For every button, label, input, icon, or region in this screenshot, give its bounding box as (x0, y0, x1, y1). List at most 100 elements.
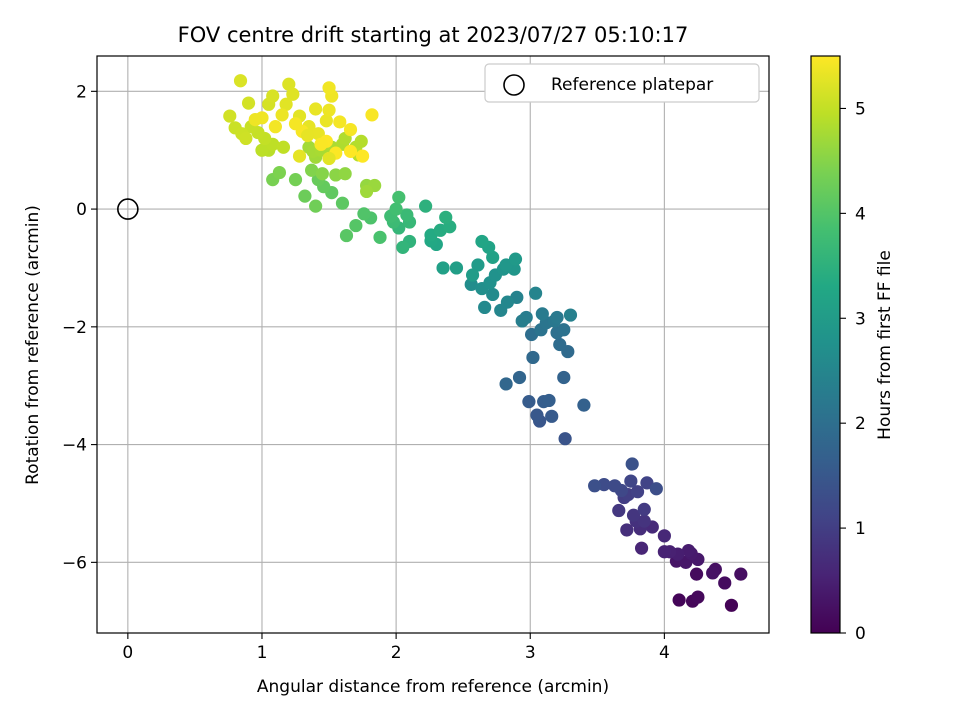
colorbar: 0 1 2 3 4 5 Hours from first FF file (810, 55, 895, 644)
grid (97, 56, 769, 633)
colorbar-tick-label: 2 (855, 414, 866, 434)
data-point (266, 89, 280, 103)
data-point (286, 87, 300, 101)
colorbar-gradient (810, 55, 841, 634)
data-point (339, 228, 354, 243)
data-point (396, 240, 410, 254)
data-point (486, 287, 500, 302)
data-point (248, 112, 262, 127)
data-point (640, 476, 654, 490)
data-point (620, 523, 634, 537)
x-tick-label: 1 (257, 643, 268, 663)
data-point (373, 230, 387, 244)
colorbar-label: Hours from first FF file (875, 250, 895, 440)
data-point (545, 409, 559, 423)
data-point (508, 252, 523, 266)
data-point (691, 590, 705, 604)
y-axis-label: Rotation from reference (arcmin) (23, 205, 43, 485)
data-point (626, 508, 641, 522)
data-point (288, 117, 303, 131)
colorbar-tick-label: 5 (855, 99, 866, 119)
data-point (515, 314, 529, 328)
colorbar-ticks: 0 1 2 3 4 5 (840, 99, 866, 644)
data-point (718, 576, 732, 590)
data-point (535, 307, 549, 321)
data-point (400, 208, 414, 222)
x-tick-label: 3 (525, 643, 536, 663)
data-point (305, 163, 319, 177)
data-point (608, 479, 622, 493)
data-point (530, 408, 544, 422)
data-point (553, 337, 567, 352)
data-point (657, 529, 671, 543)
data-point (349, 218, 363, 233)
data-point (478, 300, 492, 315)
reference-marker (117, 198, 139, 220)
chart-title: FOV centre drift starting at 2023/07/27 … (178, 23, 689, 47)
data-point (471, 258, 485, 272)
data-point (355, 149, 370, 163)
data-point (512, 370, 527, 385)
data-point (360, 184, 374, 199)
data-point (241, 96, 256, 110)
data-point (365, 108, 379, 122)
data-point (309, 199, 323, 213)
data-point (279, 97, 293, 111)
plot-area: 0 1 2 3 4 2 0 −2 −4 −6 (62, 55, 770, 663)
data-point (282, 77, 296, 91)
x-axis-label: Angular distance from reference (arcmin) (257, 677, 609, 697)
plot-frame (96, 55, 770, 634)
y-axis-ticks: 2 0 −2 −4 −6 (62, 82, 97, 573)
data-point (649, 482, 663, 496)
data-point (499, 377, 513, 391)
data-point (681, 543, 696, 558)
data-point (322, 103, 336, 117)
colorbar-tick-label: 1 (855, 519, 866, 539)
data-points (223, 74, 748, 612)
legend: Reference platepar (484, 63, 760, 103)
data-point (392, 190, 406, 204)
data-point (550, 310, 564, 325)
y-tick-label: 2 (76, 82, 87, 102)
colorbar-tick-label: 3 (855, 309, 866, 329)
data-point (239, 131, 253, 146)
data-point (223, 109, 237, 123)
data-point (486, 250, 500, 264)
data-point (314, 137, 328, 151)
data-point (499, 258, 513, 272)
data-point (689, 567, 704, 581)
data-point (298, 189, 312, 203)
data-point (309, 102, 323, 116)
x-axis-ticks: 0 1 2 3 4 (122, 633, 670, 663)
x-tick-label: 4 (659, 643, 670, 663)
data-point (630, 485, 645, 499)
y-tick-label: 0 (76, 200, 87, 220)
data-point (315, 167, 329, 181)
data-point (300, 128, 315, 143)
data-point (322, 81, 336, 95)
data-point (288, 173, 303, 187)
data-point (419, 199, 433, 213)
data-point (577, 398, 591, 412)
x-tick-label: 2 (391, 643, 402, 663)
data-point (343, 122, 358, 137)
data-point (588, 479, 602, 493)
data-point (319, 114, 333, 128)
data-point (233, 74, 248, 88)
data-point (439, 210, 453, 224)
data-point (557, 323, 571, 337)
data-point (335, 196, 350, 210)
plot-background (97, 56, 769, 633)
data-point (612, 503, 626, 518)
data-point (272, 165, 287, 180)
data-point (672, 593, 686, 607)
data-point (436, 261, 450, 275)
y-tick-label: −4 (62, 436, 87, 456)
data-point (338, 167, 352, 181)
data-point (706, 566, 720, 580)
data-point (475, 234, 489, 249)
data-point (625, 457, 639, 471)
data-point (354, 134, 368, 148)
data-point (637, 514, 651, 528)
